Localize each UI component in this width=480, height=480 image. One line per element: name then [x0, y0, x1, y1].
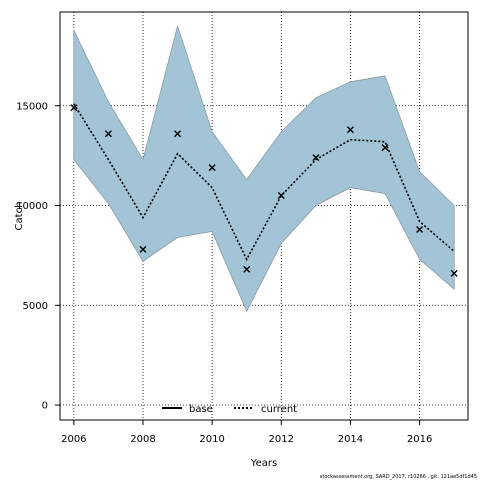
- observed-point-stroke-b: [346, 126, 354, 134]
- observed-point-2007: [104, 130, 112, 138]
- x-axis-title: Years: [250, 458, 277, 469]
- y-tick-label-10000: 10000: [16, 201, 48, 212]
- y-tick-label-5000: 5000: [23, 301, 48, 312]
- legend: base current: [162, 404, 297, 415]
- x-tick-label-2010: 2010: [199, 434, 224, 445]
- observed-point-stroke-b: [139, 245, 147, 253]
- x-tick-label-2016: 2016: [407, 434, 432, 445]
- observed-point-stroke-b: [104, 130, 112, 138]
- observed-point-2010: [208, 164, 216, 172]
- observed-point-stroke-b: [450, 269, 458, 277]
- observed-point-stroke-b: [277, 192, 285, 200]
- y-tick-label-0: 0: [42, 401, 48, 412]
- observed-point-2009: [174, 130, 182, 138]
- observed-point-2015: [381, 144, 389, 152]
- x-tick-label-2006: 2006: [61, 434, 86, 445]
- legend-label-current: current: [261, 404, 297, 415]
- observed-point-stroke-b: [208, 164, 216, 172]
- observed-point-2011: [243, 265, 251, 273]
- footnote: stockassessment.org, SARD_2017, r10266 ,…: [320, 474, 477, 480]
- plot-frame: [59, 11, 469, 421]
- observed-point-2008: [139, 245, 147, 253]
- x-tick-label-2008: 2008: [130, 434, 155, 445]
- y-tick-label-15000: 15000: [16, 101, 48, 112]
- observed-markers: [70, 104, 458, 277]
- y-axis: 0 5000 10000 15000: [16, 101, 60, 412]
- observed-point-2012: [277, 192, 285, 200]
- series-line-current: [73, 103, 455, 262]
- series-layer: [73, 103, 455, 262]
- y-axis-title: Catch: [14, 202, 25, 231]
- x-tick-label-2014: 2014: [338, 434, 363, 445]
- observed-point-2006: [70, 104, 78, 112]
- observed-point-stroke-b: [416, 225, 424, 233]
- observed-point-2013: [312, 154, 320, 162]
- legend-label-base: base: [189, 404, 213, 415]
- observed-point-stroke-b: [243, 265, 251, 273]
- observed-point-stroke-b: [381, 144, 389, 152]
- observed-point-stroke-b: [70, 104, 78, 112]
- observed-point-2014: [346, 126, 354, 134]
- confidence-band: [73, 24, 455, 313]
- observed-point-stroke-b: [174, 130, 182, 138]
- observed-point-2017: [450, 269, 458, 277]
- observed-point-stroke-b: [312, 154, 320, 162]
- observed-point-2016: [416, 225, 424, 233]
- x-tick-label-2012: 2012: [269, 434, 294, 445]
- x-axis: 2006 2008 2010 2012 2014 2016: [61, 420, 432, 445]
